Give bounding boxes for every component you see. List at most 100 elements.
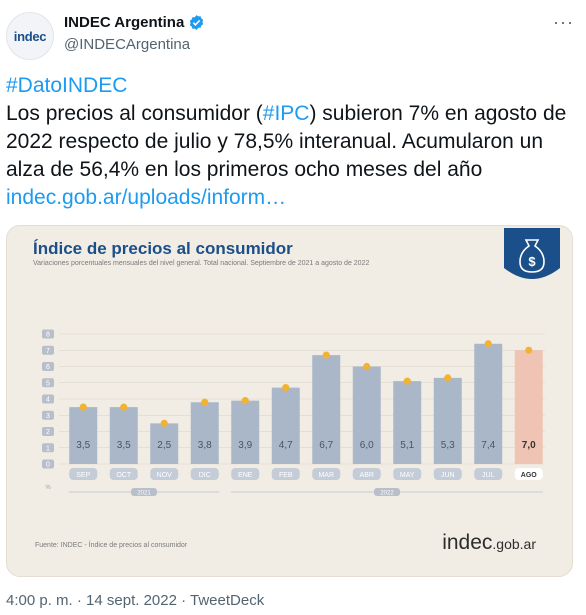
- y-tick-box: [42, 345, 54, 355]
- more-options-icon[interactable]: ···: [553, 12, 574, 32]
- data-label: 6,0: [360, 440, 374, 451]
- bar: [393, 381, 422, 464]
- x-tick-box: [433, 468, 462, 480]
- bar: [312, 355, 341, 464]
- x-tick-label: FEB: [279, 472, 293, 479]
- bar-top-dot: [363, 362, 371, 371]
- x-tick-box: [150, 468, 179, 480]
- x-tick-label: MAY: [400, 472, 415, 479]
- user-handle[interactable]: @INDECArgentina: [64, 36, 191, 53]
- y-tick-label: 3: [46, 413, 50, 420]
- y-tick-label: 4: [46, 397, 50, 404]
- media-card[interactable]: Índice de precios al consumidor Variacio…: [6, 225, 573, 577]
- x-tick-box: [69, 468, 98, 480]
- bar-top-dot: [403, 377, 411, 385]
- display-name[interactable]: INDEC Argentina: [64, 14, 205, 31]
- tweet-header: indec INDEC Argentina @INDECArgentina ··…: [6, 8, 580, 60]
- bar: [69, 407, 98, 464]
- y-tick-label: 8: [46, 332, 50, 339]
- data-label: 6,7: [319, 440, 333, 451]
- bar-top-dot: [241, 397, 249, 405]
- data-label: 5,1: [400, 440, 414, 451]
- x-tick-box: [393, 468, 422, 480]
- year-label: 2021: [137, 490, 151, 496]
- logo-suffix: .gob.ar: [492, 536, 536, 552]
- x-tick-label: JUL: [482, 472, 495, 479]
- data-label: 3,5: [117, 440, 131, 451]
- hashtag-ipc-link[interactable]: #IPC: [262, 102, 310, 125]
- data-label: 7,0: [522, 440, 536, 451]
- bar-top-dot: [444, 374, 452, 382]
- bar-top-dot: [120, 403, 128, 411]
- data-label: 4,7: [279, 440, 293, 451]
- verified-badge-icon: [190, 15, 204, 30]
- tweet-text: #DatoINDEC Los precios al consumidor (#I…: [6, 72, 578, 212]
- y-tick-label: 0: [46, 462, 50, 469]
- bar: [109, 407, 138, 464]
- data-label: 5,3: [441, 440, 455, 451]
- y-tick-box: [42, 410, 54, 420]
- money-bag-emblem-icon: $: [504, 228, 560, 279]
- bar: [474, 343, 503, 464]
- bar-top-dot: [484, 340, 492, 348]
- card-subtitle: Variaciones porcentuales mensuales del n…: [33, 260, 370, 267]
- x-tick-label: AGO: [521, 472, 538, 479]
- bar-chart: 0 1 2 3 4 5 6 7 8% 3,5 SEP 3,5 OCT 2,5 NOV 3,8 DIC 3,9 ENE…: [42, 329, 545, 496]
- x-tick-label: ABR: [360, 472, 374, 479]
- x-tick-box: [312, 468, 341, 480]
- bar: [150, 423, 179, 464]
- x-tick-label: OCT: [116, 472, 132, 479]
- y-tick-box: [42, 394, 54, 404]
- bar-top-dot: [79, 403, 87, 411]
- url-link[interactable]: indec.gob.ar/uploads/inform…: [6, 186, 287, 209]
- bar: [271, 387, 300, 464]
- y-tick-box: [42, 362, 54, 371]
- display-name-text[interactable]: INDEC Argentina: [64, 14, 185, 31]
- y-tick-box: [42, 378, 54, 388]
- year-label-box: [374, 488, 400, 496]
- logo-main: indec: [442, 531, 493, 554]
- x-tick-box: [514, 468, 543, 480]
- bar: [433, 377, 462, 464]
- unit-label: %: [45, 485, 51, 491]
- x-tick-label: NOV: [157, 472, 173, 479]
- data-label: 7,4: [481, 440, 495, 451]
- avatar[interactable]: indec: [6, 12, 54, 60]
- data-label: 3,9: [238, 440, 252, 451]
- data-label: 3,5: [76, 440, 90, 451]
- x-tick-label: JUN: [441, 472, 455, 479]
- x-tick-label: MAR: [318, 472, 334, 479]
- bar-top-dot: [525, 346, 533, 354]
- bar-top-dot: [282, 384, 290, 392]
- y-tick-label: 6: [46, 364, 50, 371]
- bar-top-dot: [160, 419, 168, 427]
- x-tick-box: [352, 468, 381, 480]
- x-tick-label: SEP: [76, 472, 90, 479]
- x-tick-box: [474, 468, 503, 480]
- bar-top-dot: [322, 351, 330, 359]
- bar: [352, 366, 381, 464]
- x-tick-box: [231, 468, 260, 480]
- bar: [190, 402, 219, 464]
- data-label: 2,5: [157, 440, 171, 451]
- bar: [514, 350, 543, 464]
- bar: [231, 400, 260, 464]
- x-tick-box: [271, 468, 300, 480]
- tweet-text-part-1: Los precios al consumidor (: [6, 102, 263, 125]
- y-tick-box: [42, 443, 54, 453]
- y-tick-label: 2: [46, 429, 50, 436]
- y-tick-box: [42, 329, 54, 339]
- x-tick-box: [190, 468, 219, 480]
- x-tick-label: DIC: [199, 472, 211, 479]
- bar-top-dot: [201, 398, 209, 406]
- y-tick-box: [42, 459, 54, 469]
- tweet-timestamp[interactable]: 4:00 p. m. · 14 sept. 2022 · TweetDeck: [6, 592, 265, 609]
- data-label: 3,8: [198, 440, 212, 451]
- tweet-text-part-2: ) subieron 7% en agosto de 2022 respecto…: [6, 102, 567, 181]
- y-tick-box: [42, 427, 54, 436]
- emblem-symbol: $: [528, 254, 536, 269]
- y-tick-label: 1: [46, 445, 50, 452]
- x-tick-box: [109, 468, 138, 480]
- source-note: Fuente: INDEC - Índice de precios al con…: [35, 542, 188, 549]
- hashtag-link[interactable]: #DatoINDEC: [6, 74, 128, 97]
